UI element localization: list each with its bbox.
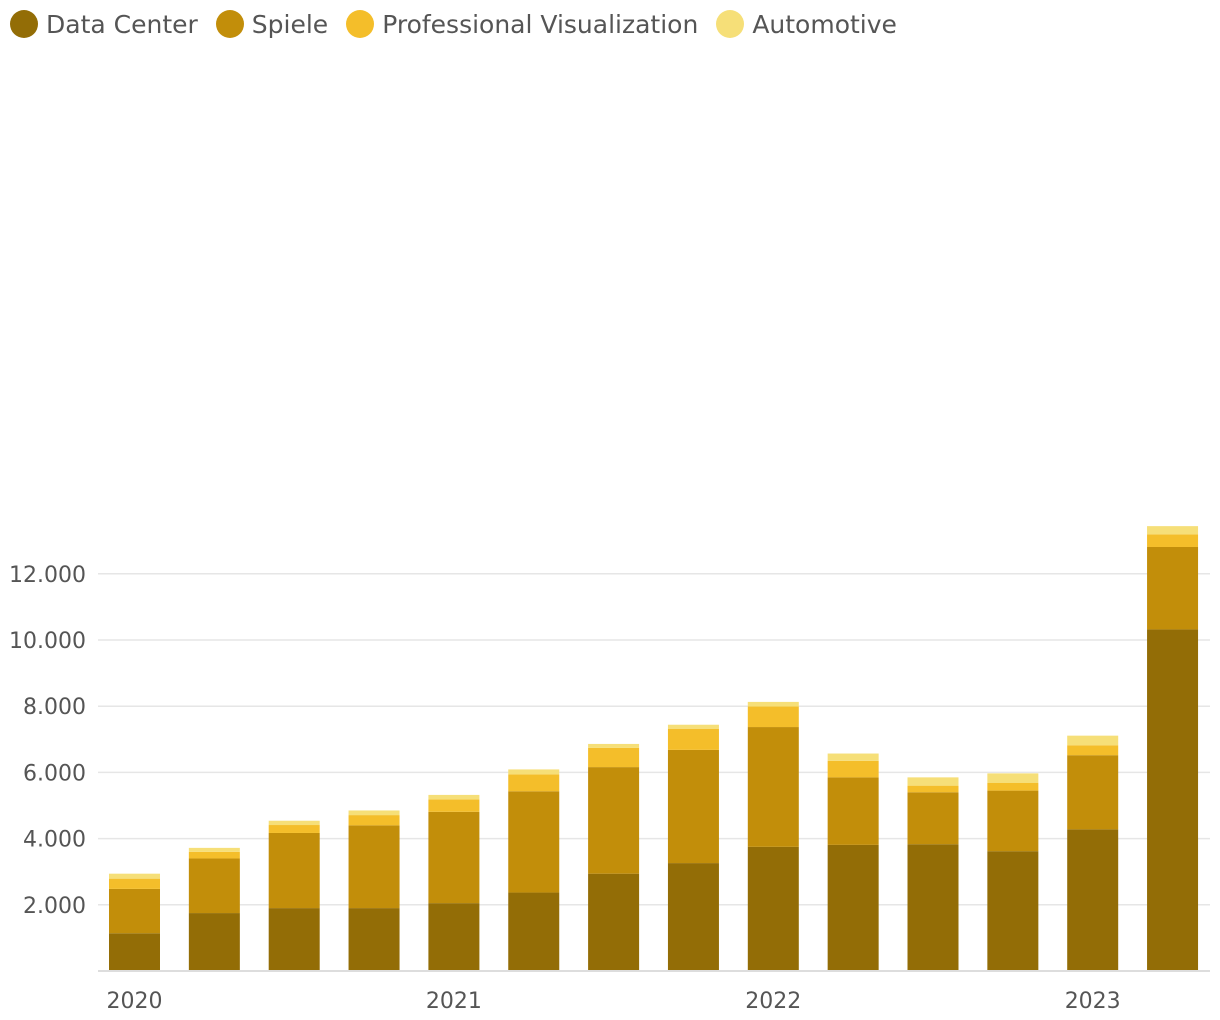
bar-segment — [348, 908, 400, 971]
bar-segment — [1147, 629, 1199, 971]
bar-segment — [109, 878, 160, 889]
bar-segment — [1067, 735, 1119, 746]
legend-item: Automotive — [716, 10, 897, 39]
legend-swatch — [346, 10, 375, 38]
x-axis-tick-labels: 2020 2021 2022 2023 — [107, 989, 1121, 1014]
gridlines — [98, 573, 1210, 906]
bar-segment — [109, 933, 160, 971]
legend-label: Spiele — [251, 9, 329, 39]
bar-segment — [747, 846, 799, 971]
bar-segment — [747, 706, 799, 728]
legend-item: Spiele — [215, 9, 329, 39]
legend-label: Professional Visualization — [382, 9, 699, 39]
bar-segment — [907, 844, 959, 971]
legend-label: Data Center — [46, 9, 198, 39]
bar-segment — [987, 851, 1039, 971]
legend-swatch — [716, 10, 745, 38]
bar-segment — [827, 760, 879, 778]
y-tick-label: 8.000 — [23, 695, 86, 720]
bar-segment — [348, 810, 400, 816]
legend-item: Professional Visualization — [346, 10, 698, 39]
bar-segment — [827, 753, 879, 761]
bar-segment — [667, 728, 719, 750]
bar-segment — [987, 773, 1039, 783]
bar-segment — [1067, 745, 1119, 756]
bar-segment — [188, 858, 240, 914]
bar-segment — [827, 777, 879, 845]
bars — [109, 526, 1199, 971]
bar-segment — [747, 701, 799, 707]
bar-segment — [188, 851, 240, 859]
legend-swatch — [10, 10, 38, 38]
bar-segment — [827, 844, 879, 971]
legend-label: Automotive — [752, 9, 897, 39]
y-tick-label: 2.000 — [23, 894, 86, 919]
bar-segment — [667, 724, 719, 729]
bar-segment — [268, 908, 320, 971]
bar-segment — [268, 832, 320, 909]
bar-segment — [188, 913, 240, 971]
bar-segment — [428, 811, 480, 904]
bar-segment — [987, 790, 1039, 852]
bar-segment — [508, 774, 560, 792]
legend: Data Center Spiele Professional Visualizat… — [10, 6, 915, 42]
y-axis-tick-labels: 2.000 4.000 6.000 8.000 10.000 12.000 — [9, 563, 86, 919]
x-tick-label: 2022 — [745, 989, 801, 1014]
y-tick-label: 6.000 — [23, 761, 86, 786]
bar-segment — [109, 873, 160, 879]
bar-segment — [109, 888, 160, 934]
bar-segment — [508, 791, 560, 893]
bar-segment — [348, 815, 400, 826]
bar-segment — [907, 792, 959, 845]
bar-segment — [667, 749, 719, 864]
legend-swatch — [215, 10, 244, 38]
legend-item: Data Center — [10, 10, 198, 39]
bar-segment — [508, 769, 560, 775]
x-tick-label: 2020 — [107, 989, 163, 1014]
bar-segment — [188, 847, 240, 852]
bar-segment — [1067, 829, 1119, 971]
bar-segment — [667, 863, 719, 971]
bar-segment — [588, 767, 640, 874]
bar-segment — [747, 727, 799, 847]
y-tick-label: 10.000 — [9, 629, 86, 654]
bar-segment — [508, 892, 560, 971]
y-tick-label: 4.000 — [23, 828, 86, 853]
bar-segment — [268, 820, 320, 826]
y-tick-label: 12.000 — [9, 563, 86, 588]
bar-segment — [907, 785, 959, 793]
bar-segment — [1067, 755, 1119, 830]
bar-segment — [1147, 534, 1199, 547]
x-tick-label: 2023 — [1065, 989, 1121, 1014]
bar-segment — [428, 903, 480, 971]
bar-segment — [588, 873, 640, 971]
bar-segment — [1147, 526, 1199, 535]
bar-segment — [428, 799, 480, 812]
bar-segment — [588, 747, 640, 768]
bar-segment — [348, 825, 400, 909]
x-tick-label: 2021 — [426, 989, 482, 1014]
bar-segment — [1147, 546, 1199, 630]
bar-segment — [907, 777, 959, 786]
bar-segment — [268, 825, 320, 833]
bar-segment — [987, 782, 1039, 791]
bar-segment — [588, 743, 640, 748]
bar-segment — [428, 794, 480, 800]
